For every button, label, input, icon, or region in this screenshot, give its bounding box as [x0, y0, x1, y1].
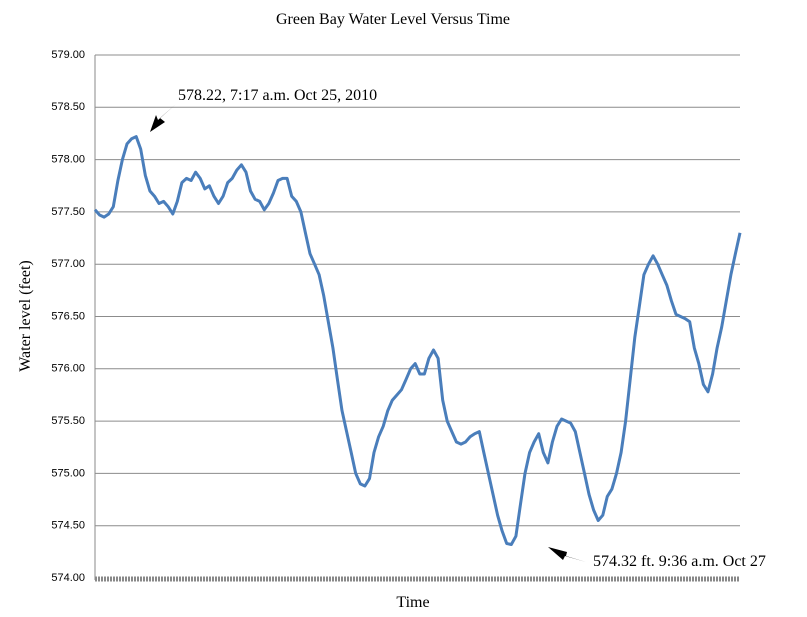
annotation: 578.22, 7:17 a.m. Oct 25, 2010 [178, 87, 377, 104]
annotation-arrow [150, 104, 176, 132]
x-axis-label: Time [396, 594, 429, 611]
y-tick-label: 578.50 [51, 101, 85, 113]
y-tick-label: 577.00 [51, 258, 85, 270]
y-tick-label: 576.50 [51, 310, 85, 322]
y-tick-label: 574.00 [51, 572, 85, 584]
y-tick-label: 579.00 [51, 49, 85, 61]
chart-title: Green Bay Water Level Versus Time [276, 11, 510, 28]
plot: 574.00 574.50 575.00 575.50 576.00 576.50 577.… [51, 49, 742, 584]
y-tick-label: 577.50 [51, 206, 85, 218]
annotation-arrow [548, 547, 586, 562]
y-tick-label: 576.00 [51, 363, 85, 375]
y-tick-label: 574.50 [51, 520, 85, 532]
y-axis-label: Water level (feet) [17, 260, 34, 372]
annotation: 574.32 ft. 9:36 a.m. Oct 27 [593, 553, 766, 570]
y-tick-label: 575.50 [51, 415, 85, 427]
y-tick-label: 578.00 [51, 154, 85, 166]
y-tick-label: 575.00 [51, 467, 85, 479]
series-line [93, 135, 742, 546]
